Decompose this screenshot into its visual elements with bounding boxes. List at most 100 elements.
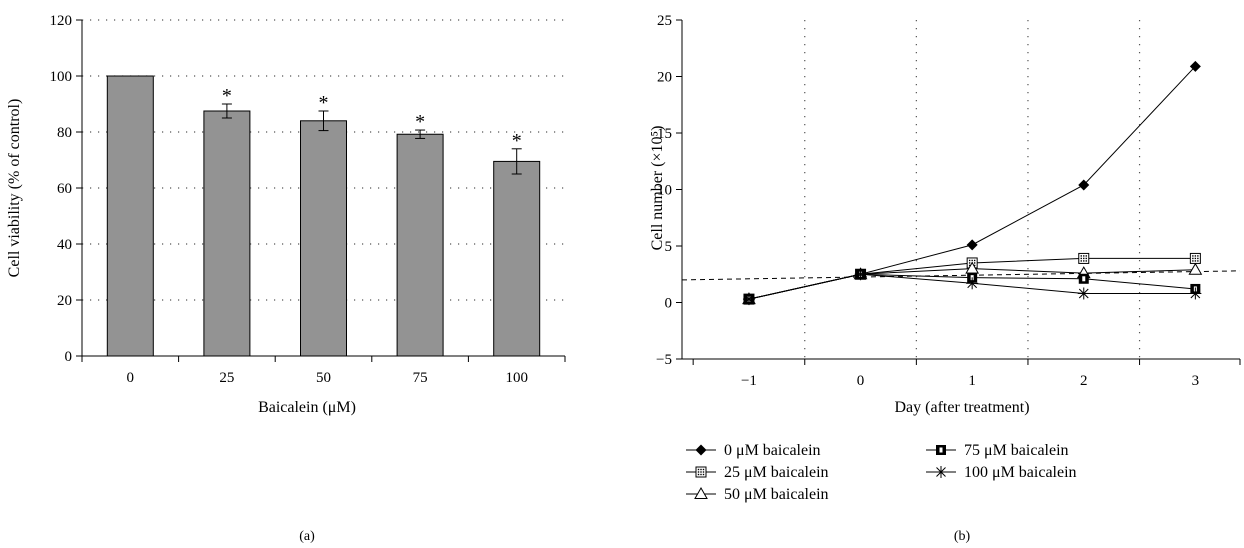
square-marker-dot — [1083, 257, 1085, 260]
bar-75 — [396, 133, 444, 357]
y-tick-label-a: 80 — [57, 125, 72, 141]
bar-50 — [300, 120, 347, 357]
square-marker-dot — [1080, 260, 1082, 262]
bar-0 — [106, 75, 154, 357]
legend-marker — [935, 466, 947, 478]
square-marker-dot — [702, 468, 705, 471]
axes-b — [676, 19, 1241, 365]
square-marker-dot — [1197, 260, 1199, 262]
gridlines-b — [804, 20, 1141, 359]
data-point-4-2 — [966, 277, 979, 290]
square-marker-dot — [1194, 257, 1197, 260]
y-tick-label-a: 40 — [57, 237, 72, 253]
square-marker-dot — [702, 473, 705, 476]
square-marker-dot — [1192, 257, 1194, 260]
y-tick-label-b: 10 — [657, 183, 672, 199]
data-point-4-1 — [854, 268, 867, 281]
x-tick-label-a: 100 — [505, 370, 528, 386]
y-tick-label-b: 0 — [665, 296, 673, 312]
square-marker-dot — [1194, 260, 1197, 262]
legend-label: 0 μM baicalein — [724, 442, 821, 459]
square-marker-dot — [973, 262, 976, 264]
significance-marker-75: * — [415, 111, 425, 133]
filled-square-marker-inner — [939, 447, 943, 453]
y-tick-label-a: 0 — [65, 349, 73, 365]
bars-a: * * * * — [106, 75, 541, 357]
square-marker-dot — [968, 259, 971, 262]
x-tick-label-b: 0 — [857, 373, 865, 389]
panel-label-b: (b) — [954, 529, 971, 544]
square-marker-dot — [1192, 255, 1194, 257]
square-marker-dot — [702, 471, 705, 473]
significance-marker-25: * — [222, 85, 232, 107]
x-tick-label-a: 50 — [316, 370, 331, 386]
square-marker-dot — [700, 473, 702, 476]
square-marker-dot — [1085, 260, 1087, 262]
data-point-1-4 — [1189, 252, 1201, 264]
square-marker-dot — [1080, 257, 1082, 260]
x-tick-label-b: 3 — [1192, 373, 1200, 389]
legend-item-2: 50 μM baicalein — [686, 486, 829, 503]
gridlines-a — [82, 19, 565, 301]
legend-label: 25 μM baicalein — [724, 464, 829, 481]
legend-marker — [695, 444, 707, 456]
x-axis-label-b: Day (after treatment) — [894, 399, 1029, 416]
y-tick-label-b: −5 — [656, 352, 672, 368]
square-marker-dot — [1192, 260, 1194, 262]
square-marker-dot — [700, 468, 702, 471]
data-point-0-2 — [966, 239, 978, 251]
chart-b: −5 0 5 10 15 20 25 −1 0 1 2 3 Day (after treatment)… — [649, 13, 1241, 544]
legend-item-3: 75 μM baicalein — [926, 442, 1069, 459]
y-tick-label-b: 5 — [665, 239, 673, 255]
data-point-3-3 — [1078, 273, 1089, 284]
dashed-trendline — [681, 270, 1241, 281]
asterisk-marker-stroke — [855, 269, 866, 280]
tick-labels-a: 0 20 40 60 80 100 120 0 25 50 75 100 — [50, 13, 528, 386]
square-marker-dot — [700, 471, 702, 473]
y-tick-label-a: 120 — [50, 13, 73, 29]
square-marker-dot — [968, 264, 971, 267]
y-tick-label-a: 20 — [57, 293, 72, 309]
tick-labels-b: −5 0 5 10 15 20 25 −1 0 1 2 3 — [656, 13, 1199, 389]
y-axis-label-a: Cell viability (% of control) — [6, 99, 23, 278]
x-tick-label-a: 25 — [219, 370, 234, 386]
triangle-marker — [694, 486, 708, 499]
panel-label-a: (a) — [299, 529, 315, 544]
legend-marker — [695, 466, 707, 478]
legend-item-0: 0 μM baicalein — [686, 442, 821, 459]
square-marker-dot — [1083, 255, 1085, 257]
diamond-marker — [1078, 179, 1090, 191]
data-point-4-3 — [1077, 287, 1090, 300]
y-tick-label-a: 100 — [50, 69, 73, 85]
x-tick-label-b: −1 — [741, 373, 757, 389]
significance-marker-50: * — [319, 92, 329, 114]
x-tick-label-a: 75 — [413, 370, 428, 386]
square-marker-dot — [697, 468, 700, 471]
square-marker-dot — [697, 473, 700, 476]
data-point-1-3 — [1078, 252, 1090, 264]
series-b — [742, 60, 1203, 306]
asterisk-marker-stroke — [744, 294, 754, 304]
x-tick-label-b: 2 — [1080, 373, 1088, 389]
triangle-marker — [1188, 262, 1203, 275]
legend-marker — [936, 445, 946, 455]
asterisk-marker-stroke — [967, 278, 978, 289]
diamond-marker — [695, 444, 707, 456]
asterisk-marker-stroke — [1078, 288, 1089, 299]
y-tick-label-b: 25 — [657, 13, 672, 29]
diamond-marker — [966, 239, 978, 251]
legend-label: 100 μM baicalein — [964, 464, 1077, 481]
legend-marker — [694, 486, 708, 499]
chart-a: * * * * 0 20 40 60 80 100 120 0 25 50 75 100 Baicalein… — [6, 13, 566, 544]
x-tick-label-b: 1 — [968, 373, 976, 389]
axes-a — [76, 19, 566, 362]
bar-100 — [493, 160, 541, 357]
diamond-marker — [1189, 60, 1201, 72]
square-marker-dot — [1085, 255, 1087, 257]
bar-25 — [203, 110, 251, 357]
square-marker-dot — [973, 264, 976, 267]
y-axis-label-b: Cell number (×10⁵) — [649, 126, 666, 251]
data-point-0-3 — [1078, 179, 1090, 191]
data-point-2-4 — [1188, 262, 1203, 275]
square-marker-dot — [1194, 255, 1197, 257]
